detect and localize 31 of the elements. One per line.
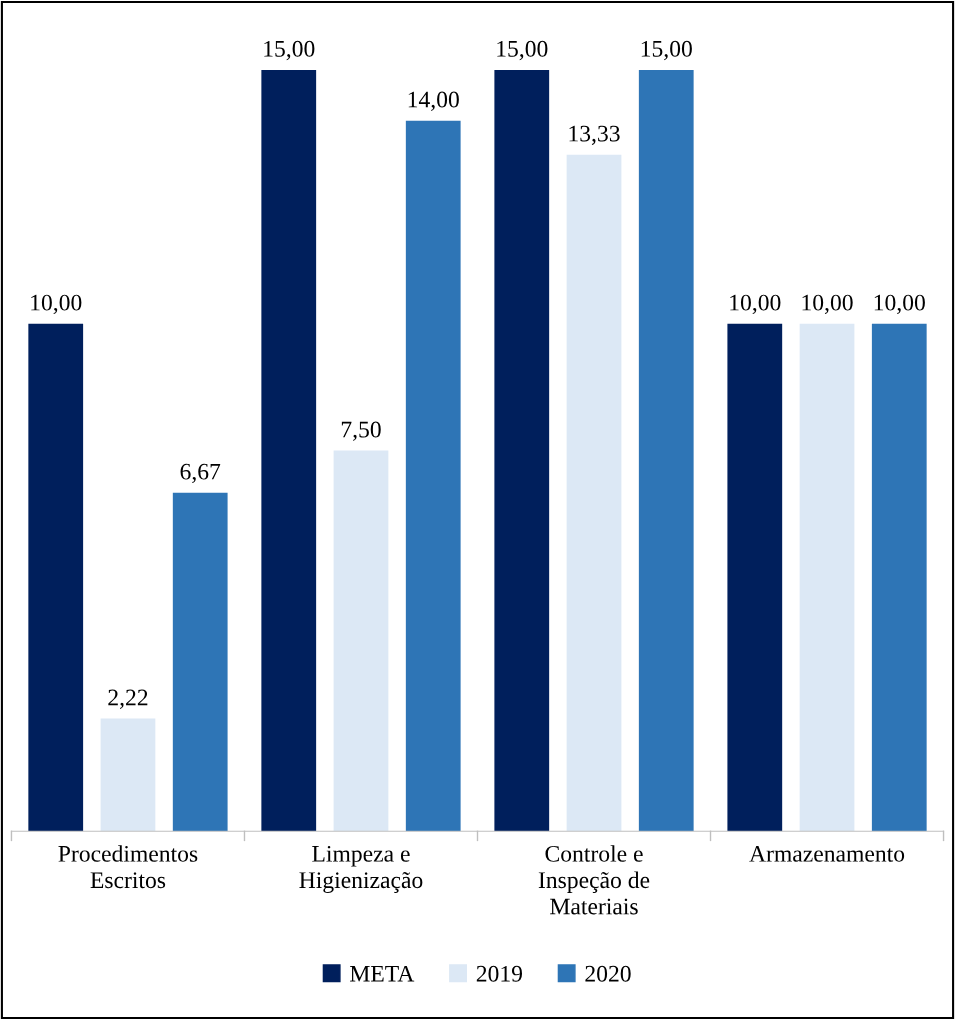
legend-label: META — [350, 965, 415, 982]
bar — [172, 492, 228, 832]
x-tick-label: Armazenamento — [749, 845, 905, 862]
bar — [28, 323, 84, 832]
data-label: 7,50 — [341, 421, 381, 441]
bar — [727, 323, 783, 832]
bar — [638, 69, 694, 832]
bar — [494, 69, 550, 832]
x-tick-label: Limpeza e Higienização — [299, 845, 423, 893]
bar — [566, 154, 622, 832]
legend-label: 2020 — [585, 965, 631, 982]
data-label: 15,00 — [497, 40, 548, 61]
bar — [100, 718, 156, 832]
data-label: 6,67 — [180, 463, 221, 483]
x-tick-label: Procedimentos Escritos — [58, 845, 198, 889]
data-label: 2,22 — [108, 689, 148, 709]
bar — [333, 450, 389, 832]
bar — [799, 323, 855, 832]
bar — [871, 323, 927, 832]
data-label: 10,00 — [31, 294, 82, 314]
data-label: 13,33 — [569, 125, 620, 145]
bar — [405, 120, 461, 832]
data-label: 10,00 — [802, 294, 853, 314]
data-label: 14,00 — [408, 91, 459, 111]
bar — [261, 69, 317, 832]
legend-label: 2019 — [476, 965, 523, 982]
data-label: 15,00 — [264, 40, 315, 61]
data-label: 15,00 — [641, 40, 692, 61]
data-label: 10,00 — [874, 294, 925, 314]
x-tick-label: Controle e Inspeção de Materiais — [538, 845, 650, 915]
data-label: 10,00 — [730, 294, 781, 314]
